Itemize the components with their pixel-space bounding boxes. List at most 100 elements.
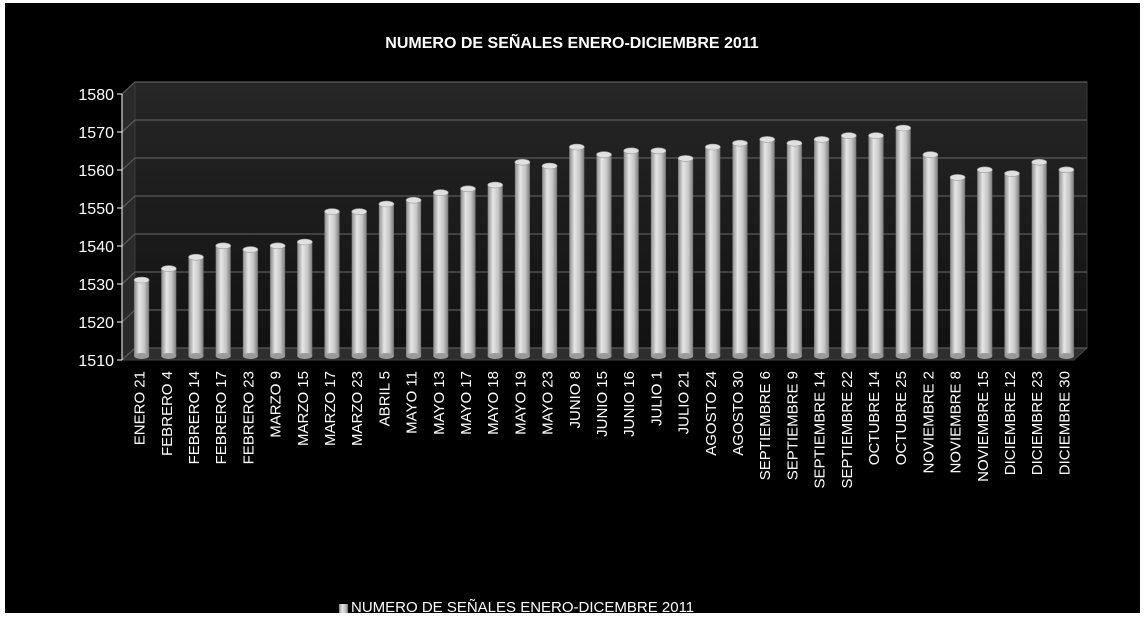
x-tick-label: DICIEMBRE 12 [1002,371,1019,475]
bar-top [460,185,476,193]
bar-top [949,174,966,181]
bar-base [950,353,966,359]
x-tick-label: MAYO 13 [431,371,448,435]
x-tick-label: FEBRERO 4 [159,371,176,456]
bar-top [188,253,204,261]
bar-base [1058,353,1074,359]
x-tick-label: MARZO 15 [295,371,312,446]
x-tick-label: MAYO 11 [404,371,421,434]
bar [1031,162,1047,356]
x-tick-label: ENERO 21 [132,371,149,445]
bar-top [596,151,612,158]
bar-top [1058,166,1075,174]
bar [1058,169,1074,356]
bar-base [922,353,938,359]
x-tick-label: SEPTIEMBRE 22 [839,371,856,489]
bar-top [677,155,694,162]
bar [650,150,666,356]
bar-base [868,353,884,359]
bar-top [922,151,939,158]
bar-top [704,143,721,151]
x-tick-label: MARZO 9 [268,371,285,438]
bar [433,192,449,356]
x-tick-label: JUNIO 15 [594,371,611,437]
bar-top [133,276,150,284]
legend-label: NUMERO DE SEÑALES ENERO-DICEMBRE 2011 [351,599,694,613]
x-tick-label: FEBRERO 14 [186,371,203,464]
bar [406,200,422,356]
bar [487,185,503,356]
y-tick-label: 1520 [78,315,114,332]
x-tick-label: MARZO 17 [322,371,339,446]
bar [542,166,558,356]
bar-base [242,353,258,359]
x-tick-label: OCTUBRE 25 [893,371,910,465]
bar-top [1004,170,1020,177]
bar-base [378,353,394,359]
signals-bar-chart: NUMERO DE SEÑALES ENERO-DICIEMBRE 2011 1… [78,32,1089,613]
bar-top [895,124,912,132]
x-tick-label: ABRIL 5 [376,371,393,426]
y-tick-label: 1530 [78,277,114,294]
x-tick-label: FEBRERO 23 [240,371,257,464]
bar-top [405,196,422,204]
x-tick-label: JUNIO 16 [621,371,638,437]
bar-base [433,353,449,359]
bar-base [841,353,857,359]
x-tick-label: AGOSTO 30 [730,371,747,456]
bar [514,162,530,356]
bar [922,154,938,356]
bar [188,257,204,356]
bar-base [270,353,286,359]
bar-top [269,242,286,250]
bar [841,135,857,356]
bar-base [732,353,748,359]
bar-base [460,353,476,359]
side-wall [121,80,136,362]
bar-top [976,166,993,174]
y-tick-label: 1570 [78,125,114,142]
bar [569,147,585,356]
bar-top [432,189,449,196]
bar-base [977,353,993,359]
bar-base [596,353,612,359]
bar-base [623,353,639,359]
bar-base [678,353,694,359]
x-tick-label: MAYO 18 [485,371,502,435]
x-tick-label: NOVIEMBRE 8 [948,371,965,474]
bar-base [650,353,666,359]
bar [895,128,911,356]
bar-base [134,353,150,359]
y-tick-label: 1550 [78,201,114,218]
bar [950,177,966,356]
bar [759,139,775,356]
bar-base [814,353,830,359]
gridline [121,119,1087,133]
legend-swatch [339,604,348,613]
x-tick-label: MAYO 19 [512,371,529,435]
plot-area: 1510 1520 1530 1540 1550 1560 1570 1580 ENERO 21… [78,80,1089,489]
bar [1004,173,1020,356]
x-tick-label: AGOSTO 24 [703,371,720,456]
bar [786,143,802,356]
x-tick-label: JULIO 1 [648,371,665,426]
bar-top [324,208,340,215]
bar [460,188,476,356]
bar [242,249,258,356]
y-tick-label: 1560 [78,163,114,180]
bar-top [813,136,830,143]
bar [596,154,612,356]
bar-base [895,353,911,359]
bar-top [732,139,748,147]
x-tick-label: SEPTIEMBRE 9 [784,371,801,480]
bar-base [786,353,802,359]
bar [623,150,639,356]
x-tick-label: JUNIO 8 [567,371,584,429]
bar-top [378,200,395,208]
chart-title: NUMERO DE SEÑALES ENERO-DICIEMBRE 2011 [385,32,759,52]
chart-frame: NUMERO DE SEÑALES ENERO-DICIEMBRE 2011 1… [5,3,1140,613]
bar [705,147,721,356]
bar [868,135,884,356]
y-tick-label: 1510 [78,353,114,370]
bar [134,280,150,356]
